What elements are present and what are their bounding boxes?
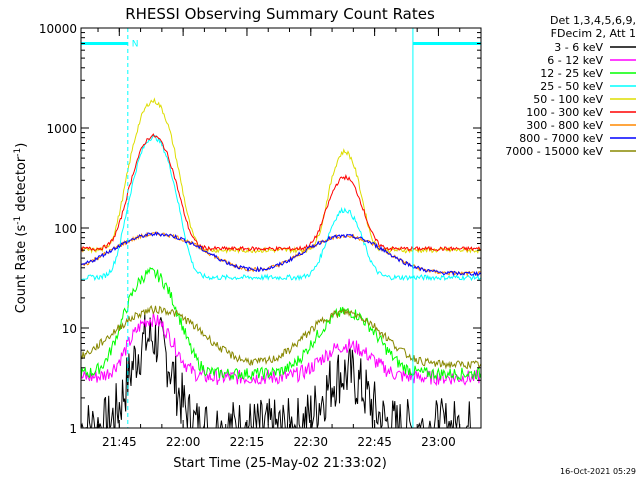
chart-title: RHESSI Observing Summary Count Rates	[125, 5, 435, 23]
y-tick-label-1000: 1000	[46, 122, 77, 136]
x-tick-label-22-45: 22:45	[357, 435, 392, 449]
y-axis-ticks: 1 10 100 1000 10000	[39, 22, 481, 436]
series-line-100-300-kev	[80, 133, 482, 253]
legend-label-800-7000-kev: 800 - 7000 keV	[519, 132, 603, 145]
footer-date: 16-Oct-2021 05:29	[560, 467, 636, 476]
series-line-6-12-kev	[80, 312, 482, 387]
series-lines	[80, 97, 482, 429]
legend-header-1: Det 1,3,4,5,6,9,	[550, 14, 636, 27]
legend-label-50-100-kev: 50 - 100 keV	[533, 93, 603, 106]
series-line-800-7000-kev	[80, 231, 482, 277]
y-tick-label-10000: 10000	[39, 22, 77, 36]
legend-header-2: FDecim 2, Att 1	[551, 27, 636, 40]
y-label-sup-2: -1	[13, 148, 23, 157]
x-axis-ticks: 21:45 22:00 22:15 22:30 22:45 23:00	[97, 28, 482, 449]
y-tick-label-1: 1	[69, 422, 77, 436]
y-label-mid: detector	[14, 156, 29, 216]
x-tick-label-22-00: 22:00	[166, 435, 201, 449]
x-tick-label-21-45: 21:45	[102, 435, 137, 449]
legend-label-7000-15000-kev: 7000 - 15000 keV	[505, 145, 603, 158]
legend-label-25-50-kev: 25 - 50 keV	[540, 80, 603, 93]
y-label-end: )	[14, 143, 29, 148]
y-label-sup-1: -1	[13, 216, 23, 225]
flag-label: N	[132, 39, 139, 49]
legend-label-6-12-kev: 6 - 12 keV	[547, 54, 603, 67]
y-label-main: Count Rate (s	[14, 225, 29, 314]
y-tick-label-100: 100	[54, 222, 77, 236]
x-tick-label-23-00: 23:00	[421, 435, 456, 449]
legend-label-100-300-kev: 100 - 300 keV	[526, 106, 603, 119]
series-line-12-25-kev	[80, 266, 482, 382]
legend-label-12-25-kev: 12 - 25 keV	[540, 67, 603, 80]
legend-label-3-6-kev: 3 - 6 keV	[554, 41, 603, 54]
series-line-25-50-kev	[80, 134, 482, 282]
series-line-7000-15000-kev	[80, 304, 482, 370]
x-tick-label-22-15: 22:15	[230, 435, 265, 449]
x-tick-label-22-30: 22:30	[293, 435, 328, 449]
y-tick-label-10: 10	[62, 322, 77, 336]
y-axis-label: Count Rate (s-1 detector-1)	[13, 143, 29, 314]
x-axis-label: Start Time (25-May-02 21:33:02)	[173, 456, 387, 471]
legend-label-300-800-kev: 300 - 800 keV	[526, 119, 603, 132]
series-line-50-100-kev	[80, 97, 482, 255]
